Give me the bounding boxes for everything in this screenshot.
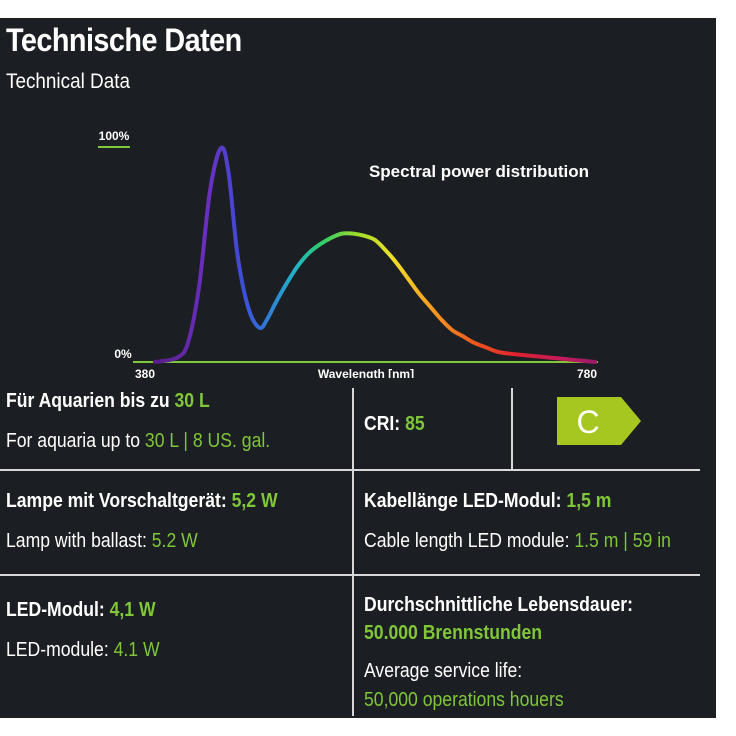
led-module-power-en: LED-module: 4.1 W <box>6 639 160 661</box>
divider-row-2 <box>0 574 700 576</box>
energy-class-letter: C <box>576 404 599 440</box>
y-bottom-label: 0% <box>114 347 132 361</box>
led-module-power-de: LED-Modul: 4,1 W <box>6 599 156 621</box>
energy-badge-shape <box>557 397 641 445</box>
service-life-de-value: 50.000 Brennstunden <box>364 622 543 644</box>
cable-length-en: Cable length LED module: 1.5 m | 59 in <box>364 530 671 552</box>
page-subtitle: Technical Data <box>6 70 130 93</box>
aquarium-size-de: Für Aquarien bis zu 30 L <box>6 390 210 412</box>
x-max-label: 780 <box>577 367 597 378</box>
lamp-power-de: Lampe mit Vorschaltgerät: 5,2 W <box>6 490 278 512</box>
divider-column <box>352 388 354 716</box>
cable-length-de: Kabellänge LED-Modul: 1,5 m <box>364 490 612 512</box>
x-axis-label: Wavelength [nm] <box>318 367 414 378</box>
cri-value: CRI: 85 <box>364 413 425 435</box>
chart-title: Spectral power distribution <box>369 162 589 181</box>
service-life-en-value: 50,000 operations houers <box>364 689 564 711</box>
divider-row-1 <box>0 469 700 471</box>
spectrum-series-line <box>153 145 597 364</box>
service-life-de-label: Durchschnittliche Lebensdauer: <box>364 594 633 616</box>
x-min-label: 380 <box>135 367 155 378</box>
spectral-chart: 100% 0% 380 780 Wavelength [nm] Spectral… <box>98 129 598 378</box>
y-top-label: 100% <box>99 129 130 143</box>
lamp-power-en: Lamp with ballast: 5.2 W <box>6 530 198 552</box>
divider-cri <box>511 388 513 470</box>
service-life-en-label: Average service life: <box>364 660 523 682</box>
page-title: Technische Daten <box>6 22 242 58</box>
energy-class-badge: C <box>557 397 641 445</box>
technical-data-panel: Technische Daten Technical Data 100% <box>0 18 716 718</box>
aquarium-size-en: For aquaria up to 30 L | 8 US. gal. <box>6 430 271 452</box>
